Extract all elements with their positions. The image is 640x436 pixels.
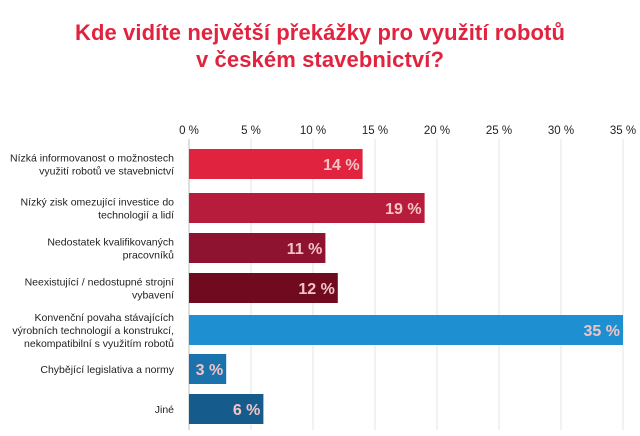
x-tick-label-3: 15 % <box>362 125 388 137</box>
bar-1 <box>189 193 425 223</box>
data-label-3: 12 % <box>298 281 334 298</box>
x-tick-label-6: 30 % <box>548 125 574 137</box>
x-tick-label-1: 5 % <box>241 125 261 137</box>
data-label-4: 35 % <box>584 323 620 340</box>
bar-4 <box>189 315 623 345</box>
x-tick-label-4: 20 % <box>424 125 450 137</box>
category-label-6: Jiné <box>155 404 174 416</box>
bar-5 <box>189 354 227 384</box>
x-tick-label-7: 35 % <box>610 125 636 137</box>
bar-2 <box>189 233 326 263</box>
category-label-1-line-0: Nízký zisk omezující investice do <box>21 197 175 209</box>
bar-0 <box>189 149 363 179</box>
category-label-3: Neexistující / nedostupné strojní vybaven… <box>25 277 174 302</box>
category-label-6-line-0: Jiné <box>155 404 174 416</box>
category-label-1-line-1: technologií a lidí <box>98 210 174 222</box>
category-label-5: Chybějící legislativa a normy <box>40 364 174 376</box>
category-label-3-line-0: Neexistující / nedostupné strojní <box>25 277 174 289</box>
category-label-4-line-0: Konvenční povaha stávajících <box>34 312 174 324</box>
bar-6 <box>189 394 264 424</box>
category-label-3-line-1: vybavení <box>132 290 174 302</box>
category-label-0: Nízká informovanost o možnostech využití … <box>10 153 174 178</box>
chart-title-line-2: v českém stavebnictví? <box>195 47 444 72</box>
category-label-2-line-0: Nedostatek kvalifikovaných <box>47 237 174 249</box>
x-tick-label-5: 25 % <box>486 125 512 137</box>
category-label-4-line-1: výrobních technologií a konstrukcí, <box>12 325 174 337</box>
category-label-2: Nedostatek kvalifikovaných pracovníků <box>47 237 174 262</box>
category-label-0-line-0: Nízká informovanost o možnostech <box>10 153 174 165</box>
category-label-4-line-2: nekompatibilní s využitím robotů <box>24 338 174 350</box>
category-label-5-line-0: Chybějící legislativa a normy <box>40 364 174 376</box>
data-label-2: 11 % <box>287 241 323 258</box>
chart-title-line-1: Kde vidíte největší překážky pro využití… <box>74 20 566 45</box>
bar-3 <box>189 273 338 303</box>
x-tick-label-0: 0 % <box>179 125 199 137</box>
data-label-5: 3 % <box>196 362 224 379</box>
category-label-0-line-1: využití robotů ve stavebnictví <box>39 166 174 178</box>
data-label-6: 6 % <box>233 402 261 419</box>
category-label-4: Konvenční povaha stávajících výrobních te… <box>12 312 174 350</box>
category-label-2-line-1: pracovníků <box>123 250 175 262</box>
x-tick-label-2: 10 % <box>300 125 326 137</box>
category-label-1: Nízký zisk omezující investice do technol… <box>21 197 175 222</box>
data-label-1: 19 % <box>385 201 421 218</box>
data-label-0: 14 % <box>323 157 359 174</box>
